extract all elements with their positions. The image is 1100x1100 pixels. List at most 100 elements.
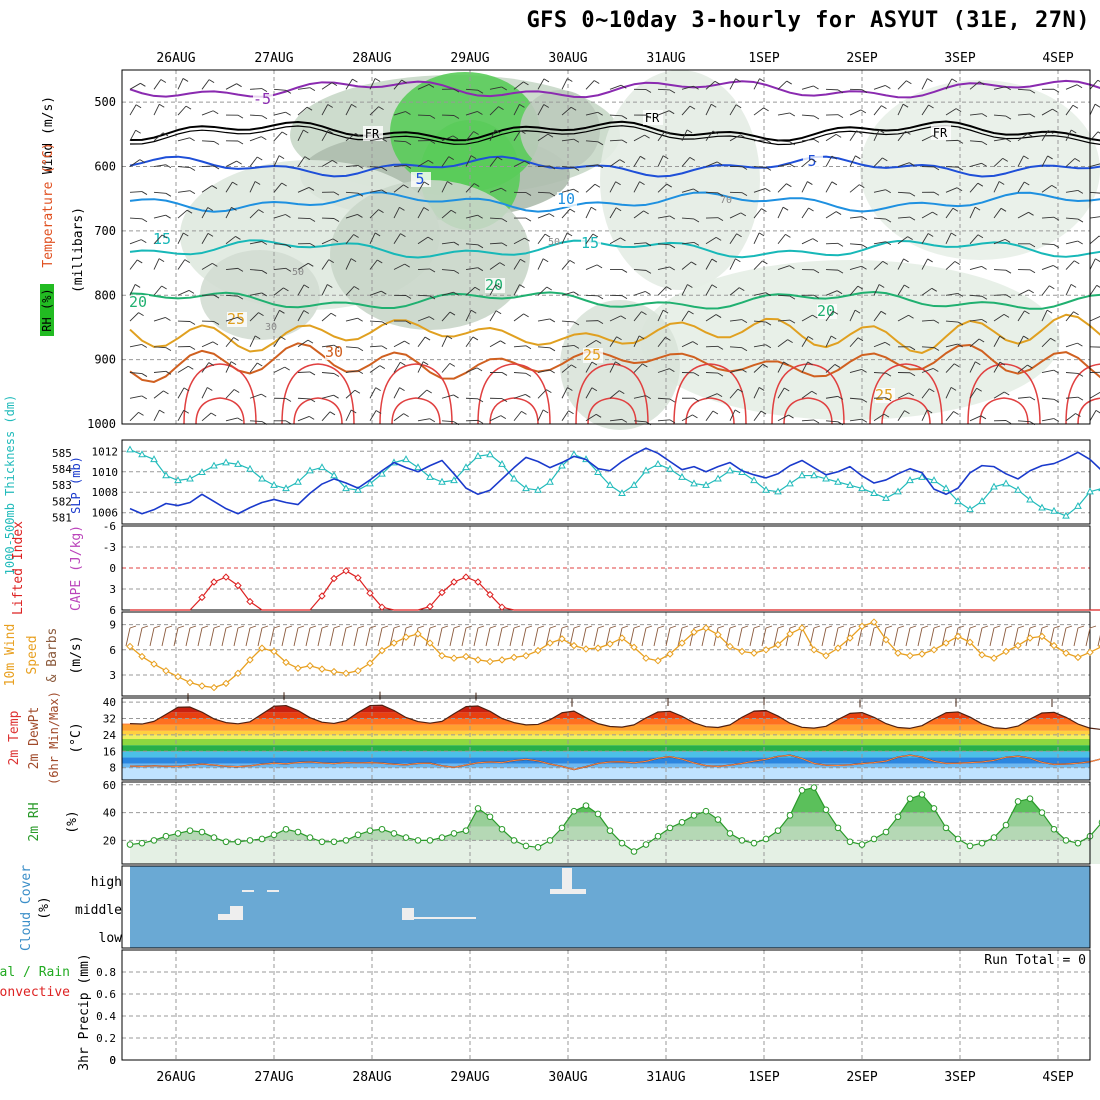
- wind-barb: [787, 339, 793, 344]
- wind10-barb: [557, 627, 563, 647]
- lifted-index-tick-label: 0: [109, 562, 116, 575]
- wind-barb: [381, 345, 388, 350]
- thickness-point: [1014, 485, 1022, 493]
- wind-barb: [129, 312, 139, 322]
- wind-barb: [753, 139, 766, 142]
- wind-barb: [465, 286, 476, 296]
- wind-barb: [249, 362, 258, 373]
- wind-barb: [225, 83, 237, 90]
- wind-barb: [981, 295, 988, 300]
- wind-barb: [1077, 190, 1084, 194]
- wind10-barb: [789, 625, 797, 629]
- wind10-point: [618, 634, 626, 642]
- wind-barb: [381, 167, 388, 171]
- wind-barb: [345, 409, 352, 421]
- wind-barb: [537, 233, 546, 245]
- wind-barb: [189, 137, 195, 142]
- wind-barb: [753, 344, 766, 348]
- wind-barb: [993, 138, 1006, 142]
- wind10-point: [762, 646, 770, 654]
- temperature-axis-label: Temperature (°C): [41, 142, 56, 267]
- wind-barb: [933, 347, 940, 351]
- wind-barb: [309, 243, 316, 247]
- wind-barb: [993, 86, 1006, 90]
- wind-barb: [885, 241, 892, 246]
- wind-barb: [297, 156, 306, 167]
- thickness-point: [774, 487, 782, 495]
- wind-barb: [735, 258, 741, 263]
- pressure-tick-label: 800: [94, 288, 116, 302]
- wind-barb: [189, 321, 196, 325]
- wind10-barb: [1041, 625, 1049, 629]
- precip-tick-label: 0.8: [96, 966, 116, 979]
- wind10-point: [1002, 647, 1010, 656]
- thickness-axis-label: 1000-500mb Thickness (dm): [3, 395, 17, 576]
- wind-barb: [537, 318, 550, 322]
- wind-barb: [812, 238, 819, 242]
- wind-barb: [813, 85, 819, 90]
- wind-barb: [974, 206, 981, 211]
- wind-barb: [261, 88, 268, 92]
- wind-barb: [945, 232, 952, 244]
- wind-barb: [837, 269, 844, 274]
- wind-barb: [1017, 181, 1025, 193]
- wind10-barb: [665, 627, 671, 647]
- wind-barb: [712, 130, 719, 135]
- wind-barb: [417, 84, 430, 90]
- temp2m-tick-label: 24: [103, 729, 117, 742]
- wind-barb: [621, 295, 628, 300]
- wind-barb: [537, 213, 550, 219]
- wind-barb: [902, 103, 909, 108]
- wind10-barb: [341, 627, 347, 647]
- wind10-barb: [909, 625, 917, 629]
- wind10-point: [786, 630, 794, 638]
- wind10-point: [558, 635, 566, 643]
- wind-barb: [664, 130, 671, 135]
- wind-barb: [957, 293, 964, 297]
- thickness-point: [414, 463, 422, 471]
- rh2m-point: [342, 837, 350, 844]
- isotherm-line: [129, 239, 1100, 259]
- wind-barb: [378, 209, 384, 213]
- thickness-point: [858, 484, 866, 492]
- wind-barb: [633, 420, 646, 423]
- wind-barb: [297, 310, 305, 322]
- wind-barb: [975, 361, 981, 366]
- wind10-barb: [377, 627, 383, 647]
- wind-barb: [129, 259, 138, 270]
- wind-barb: [729, 212, 742, 219]
- lifted-index-point: [498, 603, 506, 611]
- wind-barb: [393, 111, 406, 116]
- wind-barb: [956, 187, 963, 192]
- wind-barb: [633, 335, 640, 347]
- wind10-barb: [1017, 625, 1025, 629]
- wind-barb: [597, 141, 604, 146]
- wind-barb: [441, 156, 450, 167]
- wind-barb: [476, 367, 483, 372]
- wind-barb: [345, 370, 358, 373]
- wind-barb: [657, 155, 664, 167]
- wind-barb: [597, 164, 604, 169]
- wind10-barb: [645, 625, 653, 629]
- wind10-barb: [905, 627, 911, 647]
- wind-barb: [153, 214, 166, 219]
- wind-barb: [609, 159, 621, 167]
- wind10-barb: [213, 625, 221, 629]
- wind10-barb: [741, 625, 749, 629]
- wind-barb: [285, 267, 292, 272]
- wind-barb: [568, 410, 574, 415]
- wind-barb: [801, 361, 809, 373]
- wind-barb: [705, 314, 717, 322]
- wind10-barb: [1029, 625, 1037, 629]
- wind-barb: [561, 260, 571, 270]
- wind10-barb: [305, 627, 311, 647]
- wind-barb: [353, 286, 360, 290]
- lifted-index-point: [378, 603, 386, 611]
- wind-barb: [249, 241, 262, 245]
- wind10-point: [882, 636, 890, 644]
- wind-barb: [542, 258, 549, 263]
- wind-barb: [303, 129, 309, 134]
- wind-barb: [561, 188, 574, 193]
- wind10-point: [690, 628, 698, 636]
- rh2m-point: [330, 838, 338, 846]
